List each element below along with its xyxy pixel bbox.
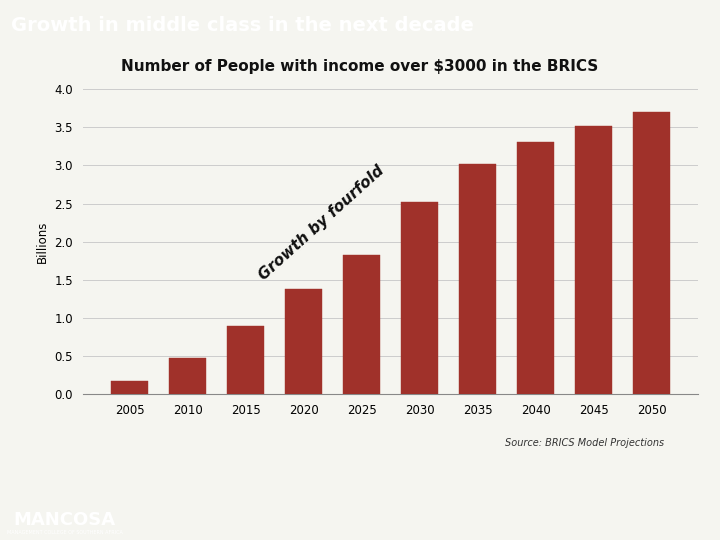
Bar xyxy=(459,164,496,394)
Bar xyxy=(633,112,670,394)
Polygon shape xyxy=(0,460,720,540)
Bar xyxy=(168,357,207,394)
Bar xyxy=(575,126,613,394)
Text: Source: BRICS Model Projections: Source: BRICS Model Projections xyxy=(505,438,665,448)
Text: MANAGEMENT COLLEGE OF SOUTHERN AFRICA: MANAGEMENT COLLEGE OF SOUTHERN AFRICA xyxy=(7,530,122,535)
Text: Growth by fourfold: Growth by fourfold xyxy=(256,163,387,282)
Bar xyxy=(111,381,148,394)
Bar xyxy=(285,289,323,394)
Bar xyxy=(517,143,554,394)
Bar xyxy=(401,202,438,394)
Bar xyxy=(227,326,264,394)
Text: MANCOSA: MANCOSA xyxy=(14,511,116,529)
Y-axis label: Billions: Billions xyxy=(36,220,49,263)
Text: Number of People with income over $3000 in the BRICS: Number of People with income over $3000 … xyxy=(122,59,598,73)
Bar xyxy=(343,255,380,394)
Text: Growth in middle class in the next decade: Growth in middle class in the next decad… xyxy=(11,16,474,35)
